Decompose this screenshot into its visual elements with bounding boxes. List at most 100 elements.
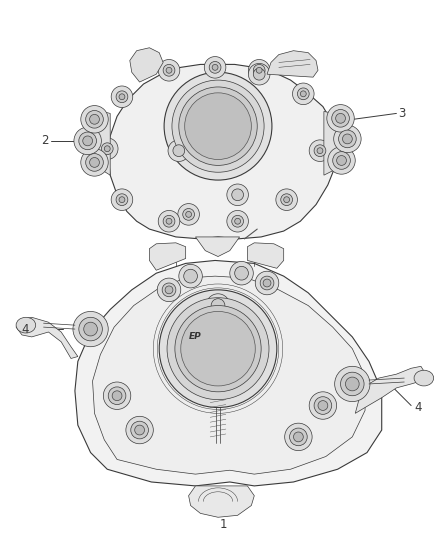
Circle shape xyxy=(111,189,133,211)
Circle shape xyxy=(104,146,110,152)
Circle shape xyxy=(293,432,303,442)
Circle shape xyxy=(263,279,271,287)
Polygon shape xyxy=(83,111,110,175)
Circle shape xyxy=(212,64,218,70)
Circle shape xyxy=(172,80,264,172)
Circle shape xyxy=(179,264,202,288)
Circle shape xyxy=(108,387,126,405)
Circle shape xyxy=(314,145,326,157)
Circle shape xyxy=(112,391,122,401)
Circle shape xyxy=(81,149,108,176)
Circle shape xyxy=(327,104,354,132)
Circle shape xyxy=(183,208,194,220)
Circle shape xyxy=(281,194,293,206)
Circle shape xyxy=(157,278,181,302)
Circle shape xyxy=(74,127,101,155)
Circle shape xyxy=(334,125,361,152)
Polygon shape xyxy=(267,51,318,77)
Polygon shape xyxy=(189,486,254,517)
Circle shape xyxy=(79,132,96,150)
Ellipse shape xyxy=(414,370,434,386)
Circle shape xyxy=(248,60,270,81)
Text: 2: 2 xyxy=(41,134,49,147)
Circle shape xyxy=(341,372,364,395)
Circle shape xyxy=(337,156,346,165)
Circle shape xyxy=(227,211,248,232)
Circle shape xyxy=(135,425,145,435)
Text: 3: 3 xyxy=(399,107,406,120)
Circle shape xyxy=(339,130,356,148)
Circle shape xyxy=(83,136,92,146)
Circle shape xyxy=(209,61,221,73)
Polygon shape xyxy=(16,317,78,359)
Polygon shape xyxy=(324,111,350,175)
Circle shape xyxy=(235,219,240,224)
Circle shape xyxy=(333,152,350,169)
Circle shape xyxy=(300,91,306,97)
Polygon shape xyxy=(92,276,365,474)
Circle shape xyxy=(255,271,279,295)
Circle shape xyxy=(260,276,274,290)
Circle shape xyxy=(346,377,359,391)
Circle shape xyxy=(163,64,175,76)
Circle shape xyxy=(184,269,198,283)
Circle shape xyxy=(309,392,337,419)
Polygon shape xyxy=(130,48,163,82)
Polygon shape xyxy=(149,243,186,270)
Circle shape xyxy=(284,197,290,203)
Circle shape xyxy=(159,290,277,408)
Circle shape xyxy=(166,219,172,224)
Circle shape xyxy=(256,67,262,73)
Circle shape xyxy=(90,158,99,167)
Circle shape xyxy=(297,88,309,100)
Circle shape xyxy=(166,67,172,73)
Circle shape xyxy=(79,317,102,341)
Circle shape xyxy=(227,184,248,206)
Circle shape xyxy=(336,114,346,123)
Ellipse shape xyxy=(16,317,36,333)
Circle shape xyxy=(116,194,128,206)
Polygon shape xyxy=(75,261,382,486)
Circle shape xyxy=(158,60,180,81)
Circle shape xyxy=(204,56,226,78)
Circle shape xyxy=(164,72,272,180)
Circle shape xyxy=(232,215,244,227)
Text: 4: 4 xyxy=(414,401,421,414)
Circle shape xyxy=(343,134,352,144)
Text: EP: EP xyxy=(189,332,201,341)
Circle shape xyxy=(175,305,261,392)
Circle shape xyxy=(168,140,190,161)
Circle shape xyxy=(163,215,175,227)
Circle shape xyxy=(131,421,148,439)
Polygon shape xyxy=(247,243,284,268)
Circle shape xyxy=(178,204,199,225)
Circle shape xyxy=(232,189,244,200)
Text: 1: 1 xyxy=(220,518,227,531)
Circle shape xyxy=(235,266,248,280)
Circle shape xyxy=(230,261,253,285)
Circle shape xyxy=(206,294,230,317)
Circle shape xyxy=(162,283,176,297)
Circle shape xyxy=(90,115,99,124)
Circle shape xyxy=(96,138,118,159)
Circle shape xyxy=(248,63,270,85)
Circle shape xyxy=(101,143,113,155)
Circle shape xyxy=(185,93,251,159)
Circle shape xyxy=(290,428,307,446)
Circle shape xyxy=(116,91,128,103)
Circle shape xyxy=(73,311,108,346)
Circle shape xyxy=(253,64,265,76)
Circle shape xyxy=(158,211,180,232)
Circle shape xyxy=(167,298,269,400)
Circle shape xyxy=(328,147,355,174)
Circle shape xyxy=(309,140,331,161)
Circle shape xyxy=(314,397,332,414)
Circle shape xyxy=(186,212,191,217)
Circle shape xyxy=(126,416,153,444)
Circle shape xyxy=(119,94,125,100)
Circle shape xyxy=(253,68,265,80)
Circle shape xyxy=(317,148,323,154)
Circle shape xyxy=(173,145,185,157)
Circle shape xyxy=(285,423,312,450)
Polygon shape xyxy=(355,366,426,414)
